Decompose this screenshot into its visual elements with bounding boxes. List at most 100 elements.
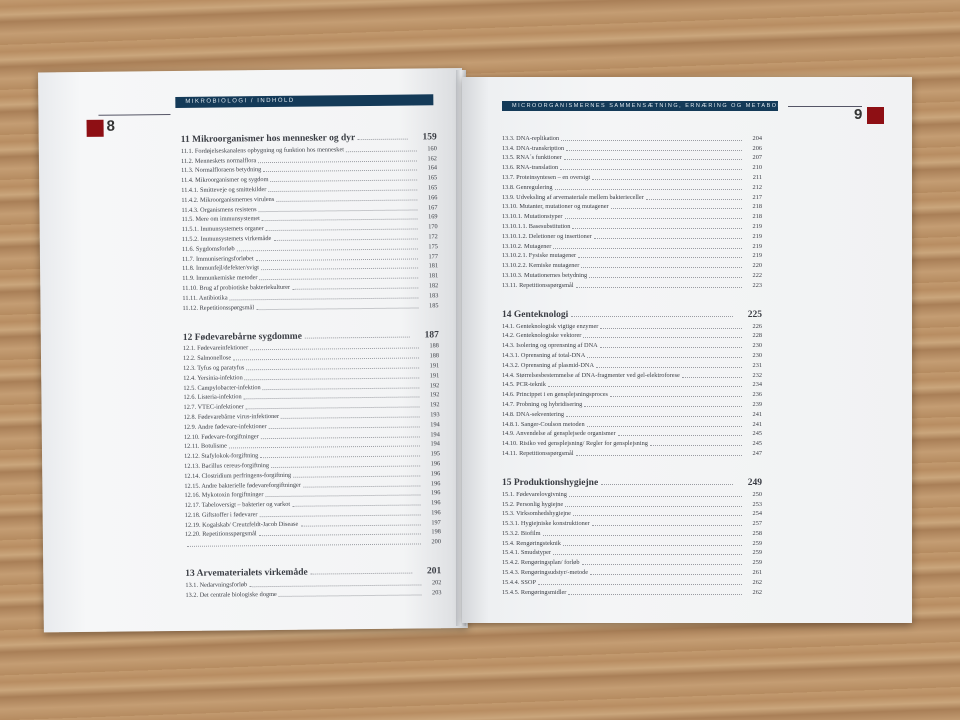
entry-number: 15.1.: [502, 490, 515, 498]
entry-page: 162: [427, 154, 437, 162]
entry-page: 192: [429, 381, 440, 389]
entry-text: Rengøringsmidler: [520, 588, 567, 596]
entry-title: 14.3.2. Oprensning af plasmid-DNA: [502, 361, 596, 370]
toc-entry: 13.10.1.2. Deletioner og insertioner 219: [502, 231, 762, 241]
toc-entry: 13.3. DNA-replikation 204: [502, 133, 762, 143]
entry-title: 11.5.1. Immunsystemets organer: [182, 224, 266, 234]
entry-page: 210: [752, 164, 762, 172]
toc-entry: 14.6. Princippet i en gensplejsningsproc…: [502, 389, 762, 399]
entry-page: 239: [752, 400, 762, 408]
entry-text: Smitteveje og smittekilder: [199, 186, 267, 194]
dot-leader: [584, 405, 742, 407]
entry-title: 13.10.2.1. Fysiske mutagener: [502, 251, 578, 260]
entry-number: 11.6.: [181, 245, 195, 253]
entry-page: 241: [752, 420, 762, 428]
dot-leader: [278, 594, 422, 597]
entry-title: 13.1. Nedarvningsforløb: [185, 580, 249, 590]
entry-number: 12.19.: [184, 521, 201, 529]
entry-title: 11.9. Immunkemiske metoder: [182, 273, 259, 283]
header-rule: [98, 114, 171, 116]
entry-text: RNA´s funktioner: [516, 154, 562, 162]
entry-number: 14.3.2.: [502, 361, 520, 369]
toc-entry: 14.7. Probning og hybridisering 239: [502, 399, 762, 409]
entry-title: 12.19. Kogalskab/ Creutzfeldt-Jacob Dise…: [185, 519, 301, 529]
dot-leader: [564, 218, 742, 220]
entry-text: Genteknologiske vektorer: [516, 332, 582, 340]
entry-text: Antibiotika: [198, 294, 228, 302]
chapter-text: Arvematerialets virkemåde: [196, 567, 308, 580]
chapter-page: 187: [424, 329, 439, 340]
page-marker: [86, 119, 104, 137]
dot-leader: [566, 415, 742, 417]
entry-title: 13.2. Det centrale biologiske dogme: [185, 590, 278, 600]
entry-title: 11.4.1. Smitteveje og smittekilder: [181, 185, 268, 195]
entry-number: 11.1.: [180, 147, 194, 155]
entry-number: 11.12.: [182, 304, 199, 312]
entry-number: 12.18.: [184, 511, 201, 519]
entry-number: 11.7.: [181, 255, 195, 263]
entry-page: 219: [752, 252, 762, 260]
entry-page: 181: [428, 272, 439, 280]
entry-title: 11.4.3. Organismens resistens: [181, 205, 258, 215]
chapter-title: 12 Fødevarebårne sygdomme: [183, 331, 302, 342]
entry-number: 13.5.: [502, 154, 515, 162]
dot-leader: [592, 178, 742, 180]
entry-text: Udveksling af arvemateriale mellem bakte…: [516, 193, 644, 201]
entry-page: 196: [430, 460, 441, 468]
entry-page: 262: [752, 588, 762, 596]
entry-number: 15.2.: [502, 500, 515, 508]
entry-title: 15.4.2. Rengøringsplan/ forløb: [502, 558, 582, 567]
entry-number: 15.4.: [502, 539, 515, 547]
entry-number: 11.8.: [182, 265, 195, 273]
entry-number: 12.11.: [183, 443, 200, 451]
entry-page: 219: [752, 232, 762, 240]
entry-text: Virksomhedshygiejne: [516, 510, 571, 518]
entry-title: 14.8. DNA-sekventering: [502, 410, 566, 419]
entry-text: Basesubstitution: [528, 222, 571, 230]
entry-title: 14.2. Genteknologiske vektorer: [502, 331, 583, 340]
entry-title: 14.1. Genteknologisk vigtige enzymer: [502, 322, 600, 331]
toc-entry: 14.4. Størrelsesbestemmelse af DNA-fragm…: [502, 370, 762, 380]
entry-text: Repetitionsspørgsmål: [199, 303, 255, 312]
entry-title: 11.4. Mikroorganismer og sygdom: [181, 175, 270, 185]
entry-title: 14.9. Anvendelse af gensplejsede organis…: [502, 429, 618, 438]
dot-leader: [568, 495, 742, 497]
entry-text: Repetitionsspørgsmål: [519, 281, 574, 289]
entry-text: Immuniseringsforløbet: [195, 254, 254, 263]
entry-number: 13.10.1.: [502, 213, 523, 221]
entry-page: 188: [429, 342, 439, 350]
entry-text: Mikroorganismer og sygdom: [195, 176, 269, 184]
dot-leader: [273, 238, 418, 241]
entry-title: 11.7. Immuniseringsforløbet: [182, 254, 256, 264]
entry-number: 15.4.5.: [502, 588, 520, 596]
toc-entry: 14.5. PCR-teknik 234: [502, 380, 762, 390]
toc-entry: 13.10.2.1. Fysiske mutagener 219: [502, 251, 762, 261]
toc-entry: 13.10.2. Mutagener 219: [502, 241, 762, 251]
entry-number: 12.13.: [184, 462, 200, 470]
entry-page: 232: [752, 371, 762, 379]
entry-title: 13.10.2. Mutagener: [502, 242, 553, 251]
entry-page: 234: [752, 381, 762, 389]
entry-page: 223: [752, 281, 762, 289]
dot-leader: [300, 524, 421, 527]
dot-leader: [281, 416, 420, 419]
chapter-page: 225: [747, 309, 762, 320]
entry-text: Normalfloraens betydning: [194, 166, 262, 175]
entry-number: 14.8.1.: [502, 420, 520, 428]
chapter-text: Fødevarebårne sygdomme: [194, 331, 302, 343]
toc-entry: 15.3. Virksomhedshygiejne 254: [502, 509, 762, 519]
toc-entry: 14.2. Genteknologiske vektorer 228: [502, 331, 762, 341]
entry-number: 14.3.: [502, 342, 515, 350]
entry-page: 198: [431, 528, 441, 536]
entry-title: 13.10.1.1. Basesubstitution: [502, 222, 572, 231]
dot-leader: [265, 228, 418, 232]
entry-page: 230: [752, 351, 762, 359]
entry-title: 12.9. Andre fødevare-infektioner: [184, 422, 269, 432]
entry-title: 11.5. Mere om immunsystemet: [182, 214, 262, 224]
entry-number: 12.20.: [184, 531, 201, 539]
entry-page: 194: [430, 440, 440, 448]
entry-text: Sygdomsforløb: [195, 245, 235, 253]
entry-number: 15.4.3.: [502, 569, 520, 577]
toc-entry: 15.2. Personlig hygiejne 253: [502, 499, 762, 509]
entry-text: Immunfejl/defekter/svigt: [196, 264, 260, 273]
